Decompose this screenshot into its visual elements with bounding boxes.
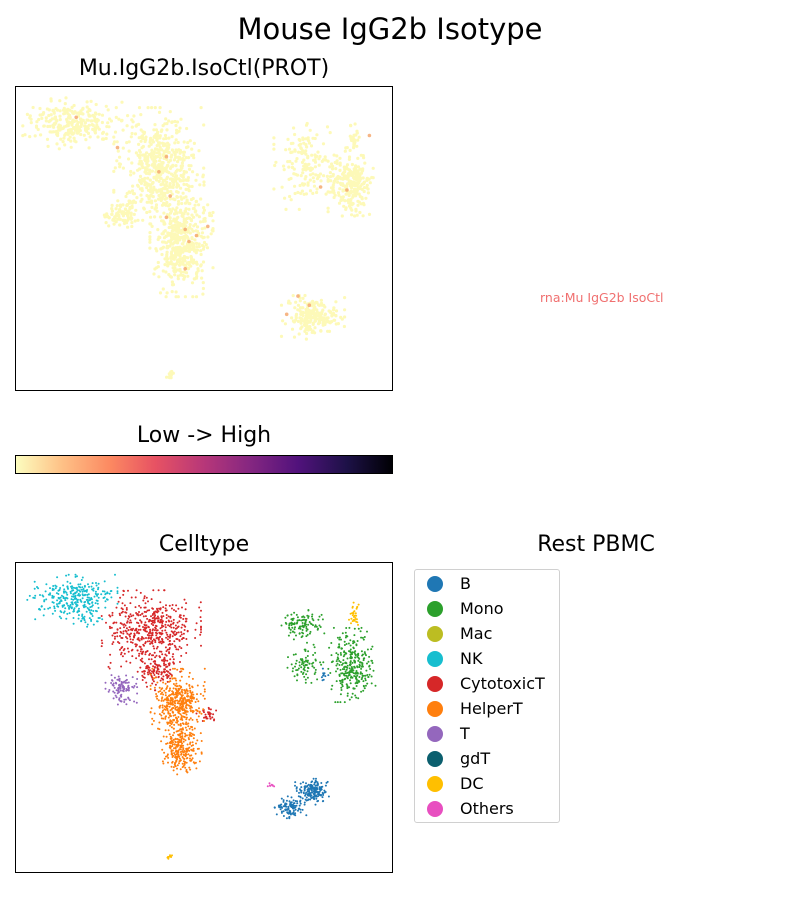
legend-item-b: B bbox=[415, 571, 471, 596]
legend-item-gdt: gdT bbox=[415, 746, 490, 771]
legend-item-nk: NK bbox=[415, 646, 482, 671]
legend-item-dc: DC bbox=[415, 771, 484, 796]
legend-marker-icon bbox=[427, 725, 443, 742]
legend-marker-icon bbox=[427, 800, 443, 817]
legend-label: DC bbox=[460, 774, 484, 793]
legend-label: gdT bbox=[460, 749, 491, 768]
legend-marker-icon bbox=[427, 575, 443, 592]
legend-item-mono: Mono bbox=[415, 596, 504, 621]
legend-label: NK bbox=[460, 649, 483, 668]
celltype-panel-title: Celltype bbox=[158, 532, 250, 557]
figure-suptitle: Mouse IgG2b Isotype bbox=[237, 12, 543, 46]
celltype-scatter-canvas bbox=[26, 573, 377, 860]
legend-marker-icon bbox=[427, 625, 443, 642]
rna-missing-label: rna:Mu IgG2b IsoCtl bbox=[540, 290, 664, 305]
legend-marker-icon bbox=[427, 775, 443, 792]
legend-marker-icon bbox=[427, 750, 443, 767]
legend-item-mac: Mac bbox=[415, 621, 492, 646]
prot-expression-scatter bbox=[15, 86, 393, 391]
legend-marker-icon bbox=[427, 650, 443, 667]
legend-marker-icon bbox=[427, 675, 443, 692]
legend-title: Rest PBMC bbox=[537, 532, 655, 557]
legend-label: Others bbox=[460, 799, 514, 818]
legend-label: B bbox=[460, 574, 471, 593]
prot-panel-title: Mu.IgG2b.IsoCtl(PROT) bbox=[78, 56, 330, 81]
celltype-scatter bbox=[15, 562, 393, 873]
legend-marker-icon bbox=[427, 700, 443, 717]
legend-item-others: Others bbox=[415, 796, 514, 821]
legend-item-cytotoxict: CytotoxicT bbox=[415, 671, 545, 696]
legend-label: Mono bbox=[460, 599, 504, 618]
legend-item-t: T bbox=[415, 721, 470, 746]
legend-label: T bbox=[460, 724, 470, 743]
legend-marker-icon bbox=[427, 600, 443, 617]
colorbar-title: Low -> High bbox=[136, 423, 272, 448]
colorbar bbox=[15, 455, 393, 474]
prot-scatter-canvas bbox=[21, 96, 375, 380]
legend-label: CytotoxicT bbox=[460, 674, 545, 693]
celltype-legend: B Mono Mac NK CytotoxicT HelperT T gdT D… bbox=[414, 569, 560, 823]
legend-label: Mac bbox=[460, 624, 493, 643]
legend-label: HelperT bbox=[460, 699, 523, 718]
legend-item-helpert: HelperT bbox=[415, 696, 523, 721]
